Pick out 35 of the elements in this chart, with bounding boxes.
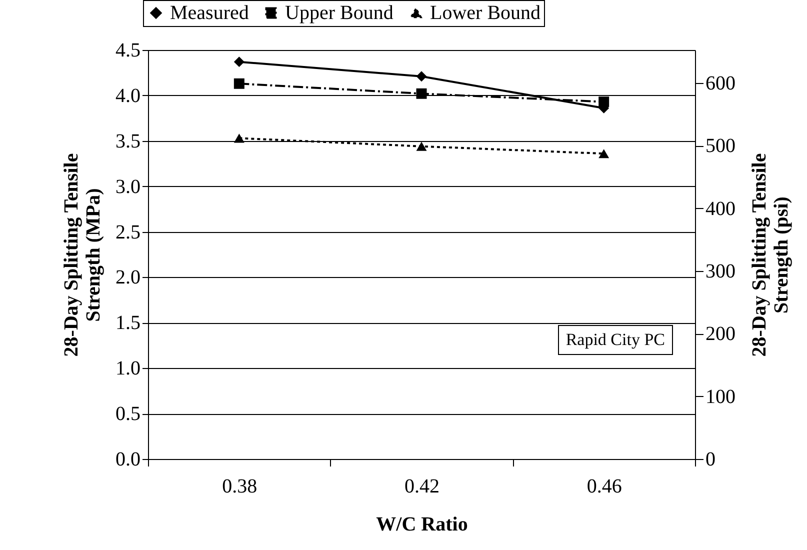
legend-label: Lower Bound [430, 2, 541, 24]
x-tick-label: 0.46 [586, 476, 622, 498]
annotation: Rapid City PC [558, 325, 673, 355]
y-tick-label: 2.0 [116, 266, 140, 289]
x-tick-label: 0.38 [222, 476, 258, 498]
point [234, 78, 244, 89]
x-tick-label: 0.42 [404, 476, 440, 498]
y-tick-label: 3.0 [116, 176, 140, 198]
y2-tick-label: 200 [706, 323, 736, 346]
y2-axis-title: 28-Day Splitting Tensile Strength (psi) [748, 153, 792, 357]
y2-tick-label: 300 [706, 260, 736, 283]
y-tick-label: 4.5 [116, 40, 140, 62]
legend-label: Upper Bound [285, 2, 394, 24]
point [416, 142, 427, 151]
y2-tick-label: 500 [706, 135, 736, 158]
y-tick-label: 0.0 [116, 448, 140, 470]
legend-label: Measured [170, 2, 249, 24]
y-tick-label: 1.0 [116, 358, 140, 380]
point [598, 149, 610, 158]
point [234, 134, 244, 143]
y-axis-title: 28-Day Splitting Tensile Strength (MPa) [60, 153, 104, 357]
y2-tick-label: 600 [706, 72, 736, 95]
y2-tick-label: 100 [706, 386, 736, 408]
y2-tick-label: 400 [706, 198, 736, 220]
y2-tick-label: 0 [706, 448, 716, 470]
y-tick-label: 4.0 [116, 84, 140, 107]
y-tick-label: 3.5 [116, 130, 140, 152]
y-tick-label: 2.5 [116, 221, 140, 244]
point [416, 71, 427, 82]
y-tick-label: 0.5 [116, 403, 140, 426]
x-axis-title: W/C Ratio [376, 514, 468, 536]
point [416, 88, 427, 99]
point [598, 96, 610, 108]
point [234, 56, 244, 68]
y-tick-label: 1.5 [116, 312, 140, 334]
